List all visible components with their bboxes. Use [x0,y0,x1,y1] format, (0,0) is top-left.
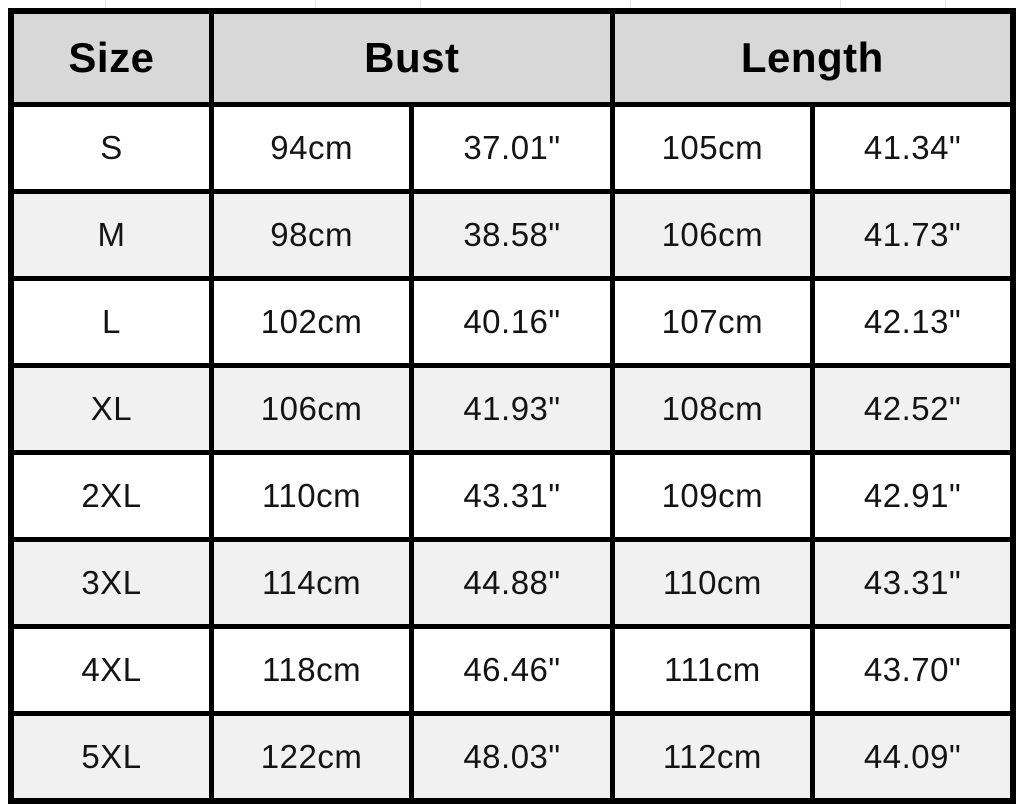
bust-in-cell: 38.58" [409,189,615,281]
table-row-3xl: 3XL 114cm 44.88" 110cm 43.31" [8,537,1016,629]
gridline-stub [420,0,421,9]
bust-cm-cell: 94cm [208,102,415,194]
size-cell: 4XL [8,624,214,716]
length-cm-cell: 107cm [609,276,816,368]
length-in-cell: 41.73" [810,189,1016,281]
bust-column-header: Bust [208,8,615,107]
bust-cm-cell: 118cm [208,624,415,716]
size-cell: M [8,189,214,281]
size-column-header: Size [8,8,214,107]
bust-in-cell: 37.01" [409,102,615,194]
size-cell: XL [8,363,214,455]
gridline-stub [945,0,946,9]
table-row-m: M 98cm 38.58" 106cm 41.73" [8,189,1016,281]
table-row-xl: XL 106cm 41.93" 108cm 42.52" [8,363,1016,455]
length-in-cell: 42.91" [810,450,1016,542]
length-cm-cell: 111cm [609,624,816,716]
gridline-stub [315,0,316,9]
table-row-l: L 102cm 40.16" 107cm 42.13" [8,276,1016,368]
table-row-s: S 94cm 37.01" 105cm 41.34" [8,102,1016,194]
length-in-cell: 42.13" [810,276,1016,368]
bust-in-cell: 41.93" [409,363,615,455]
size-cell: 5XL [8,711,214,803]
length-cm-cell: 108cm [609,363,816,455]
length-column-header: Length [609,8,1016,107]
length-in-cell: 42.52" [810,363,1016,455]
bust-in-cell: 40.16" [409,276,615,368]
bust-in-cell: 43.31" [409,450,615,542]
length-in-cell: 44.09" [810,711,1016,803]
size-cell: L [8,276,214,368]
length-cm-cell: 105cm [609,102,816,194]
table-row-2xl: 2XL 110cm 43.31" 109cm 42.91" [8,450,1016,542]
table-row-4xl: 4XL 118cm 46.46" 111cm 43.70" [8,624,1016,716]
bust-cm-cell: 122cm [208,711,415,803]
size-chart-table: Size Bust Length S 94cm 37.01" 105cm 41.… [8,8,1016,804]
length-in-cell: 43.70" [810,624,1016,716]
length-in-cell: 41.34" [810,102,1016,194]
bust-cm-cell: 102cm [208,276,415,368]
gridline-stub [840,0,841,9]
length-cm-cell: 112cm [609,711,816,803]
gridline-stub [630,0,631,9]
bust-in-cell: 48.03" [409,711,615,803]
size-cell: S [8,102,214,194]
bust-cm-cell: 106cm [208,363,415,455]
bust-cm-cell: 114cm [208,537,415,629]
bust-in-cell: 44.88" [409,537,615,629]
length-cm-cell: 106cm [609,189,816,281]
length-in-cell: 43.31" [810,537,1016,629]
bust-in-cell: 46.46" [409,624,615,716]
header-row: Size Bust Length [8,8,1016,107]
table-row-5xl: 5XL 122cm 48.03" 112cm 44.09" [8,711,1016,803]
size-cell: 3XL [8,537,214,629]
size-cell: 2XL [8,450,214,542]
bust-cm-cell: 98cm [208,189,415,281]
bust-cm-cell: 110cm [208,450,415,542]
gridline-stub [105,0,106,9]
length-cm-cell: 110cm [609,537,816,629]
length-cm-cell: 109cm [609,450,816,542]
